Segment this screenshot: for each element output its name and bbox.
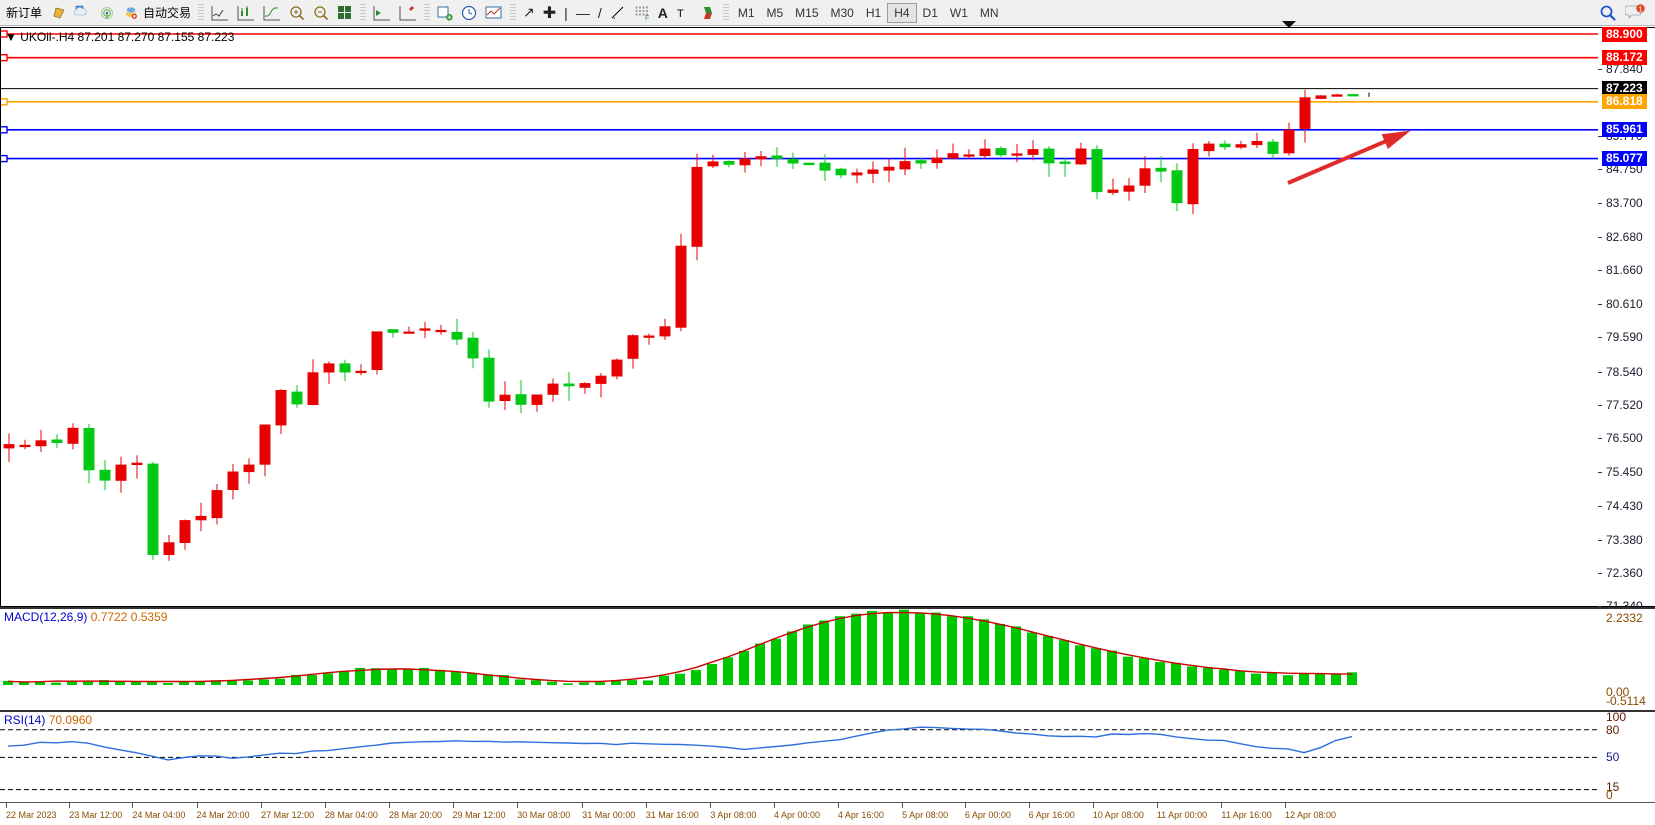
svg-text:1: 1 (1638, 4, 1642, 13)
svg-text:T: T (677, 8, 684, 20)
svg-text:F: F (645, 15, 649, 21)
